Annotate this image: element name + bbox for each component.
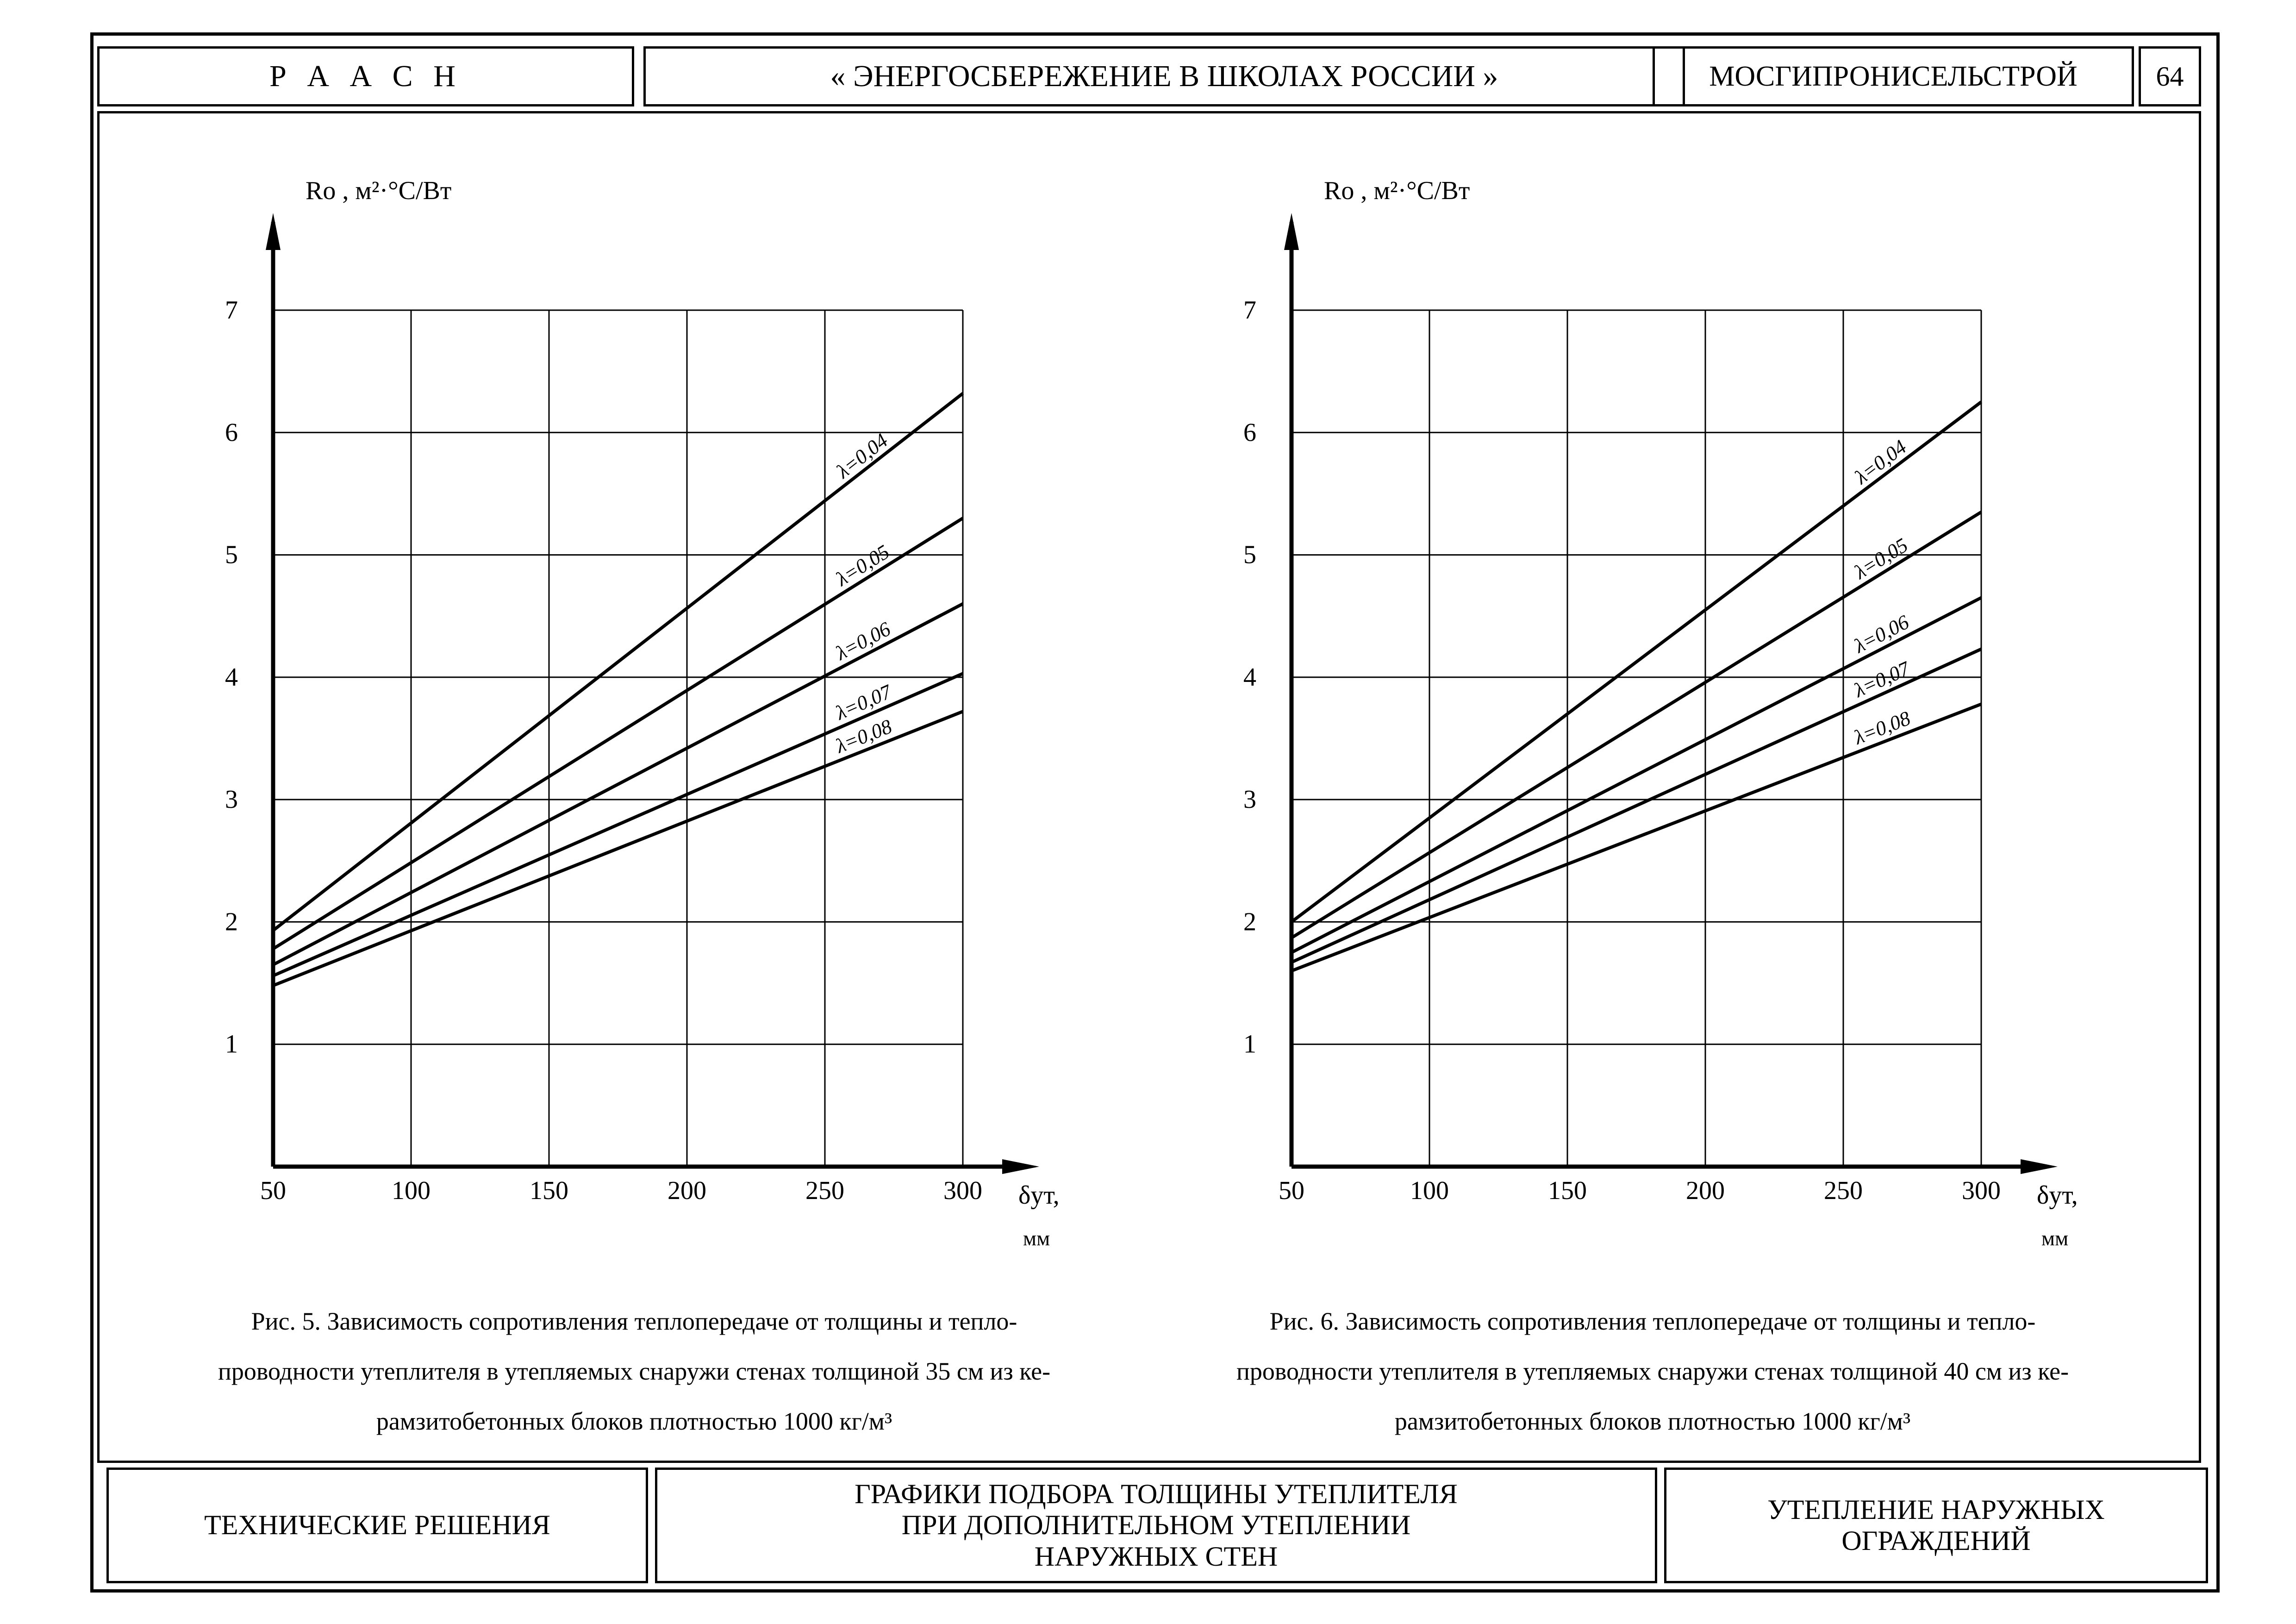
y-axis-label: Ro , м²·°С/Вт xyxy=(1324,176,1470,205)
y-axis-arrow xyxy=(1284,213,1299,250)
y-tick-label: 2 xyxy=(225,907,238,936)
x-axis-unit: мм xyxy=(1023,1226,1050,1250)
y-tick-label: 3 xyxy=(225,785,238,814)
x-axis-arrow xyxy=(1002,1159,1039,1174)
y-tick-label: 3 xyxy=(1243,785,1256,814)
x-axis-unit: мм xyxy=(2041,1226,2068,1250)
caption-fig6-line1: Рис. 6. Зависимость сопротивления теплоп… xyxy=(1269,1307,2036,1335)
content-frame xyxy=(97,111,2201,1463)
header-org-cell: Р А А С Н xyxy=(97,46,634,106)
x-tick-label: 150 xyxy=(530,1176,568,1205)
footer-topic-line2: ОГРАЖДЕНИЙ xyxy=(1841,1525,2031,1556)
header-org: Р А А С Н xyxy=(269,59,462,93)
y-tick-label: 2 xyxy=(1243,907,1256,936)
y-tick-label: 4 xyxy=(1243,663,1256,692)
x-axis-arrow xyxy=(2021,1159,2058,1174)
x-tick-label: 200 xyxy=(668,1176,706,1205)
footer-subject-line3: НАРУЖНЫХ СТЕН xyxy=(1034,1541,1278,1572)
chart-fig6: 50 100 150 200 250 300 1 2 3 4 5 6 7 Ro , м²·°С/Вт δут… xyxy=(1243,176,2078,1250)
series-line xyxy=(272,392,964,932)
footer-subject-line1: ГРАФИКИ ПОДБОРА ТОЛЩИНЫ УТЕПЛИТЕЛЯ xyxy=(855,1479,1458,1510)
caption-fig6-line2: проводности утеплителя в утепляемых снар… xyxy=(1236,1357,2069,1385)
series-line xyxy=(1291,647,1982,964)
page-number-cell: 64 xyxy=(2139,46,2201,106)
header-institute-cell: МОСГИПРОНИСЕЛЬСТРОЙ xyxy=(1653,46,2134,106)
y-tick-label: 5 xyxy=(225,541,238,569)
caption-fig5-line3: рамзитобетонных блоков плотностью 1000 к… xyxy=(376,1407,892,1435)
chart-fig5: 50 100 150 200 250 300 1 2 3 4 5 6 7 Ro , м²·°С/Вт δут… xyxy=(225,176,1060,1250)
page-frame xyxy=(90,32,2220,1593)
series-line xyxy=(1290,400,1983,924)
series-line xyxy=(272,602,964,967)
x-tick-label: 250 xyxy=(805,1176,844,1205)
x-tick-label: 200 xyxy=(1686,1176,1725,1205)
page-number: 64 xyxy=(2156,61,2184,92)
series-line xyxy=(1291,596,1982,954)
header-title: « ЭНЕРГОСБЕРЕЖЕНИЕ В ШКОЛАХ РОССИИ » xyxy=(830,59,1498,93)
caption-fig6-line3: рамзитобетонных блоков плотностью 1000 к… xyxy=(1394,1407,1911,1435)
y-axis-arrow xyxy=(266,213,281,250)
footer-section: ТЕХНИЧЕСКИЕ РЕШЕНИЯ xyxy=(204,1510,550,1541)
x-tick-label: 50 xyxy=(1279,1176,1304,1205)
footer-section-cell: ТЕХНИЧЕСКИЕ РЕШЕНИЯ xyxy=(106,1468,648,1583)
header-institute: МОСГИПРОНИСЕЛЬСТРОЙ xyxy=(1709,60,2078,92)
x-axis-label: δут, xyxy=(2037,1181,2078,1210)
series-line xyxy=(1291,511,1982,939)
x-tick-label: 100 xyxy=(1410,1176,1449,1205)
y-tick-label: 1 xyxy=(225,1030,238,1059)
x-tick-label: 100 xyxy=(392,1176,430,1205)
series-line xyxy=(272,710,964,987)
caption-fig6: Рис. 6. Зависимость сопротивления теплоп… xyxy=(1185,1296,2120,1446)
x-tick-label: 300 xyxy=(1962,1176,2001,1205)
y-tick-label: 7 xyxy=(1243,296,1256,325)
y-tick-label: 7 xyxy=(225,296,238,325)
x-tick-label: 300 xyxy=(943,1176,982,1205)
caption-fig5: Рис. 5. Зависимость сопротивления теплоп… xyxy=(167,1296,1102,1446)
header-title-cell: « ЭНЕРГОСБЕРЕЖЕНИЕ В ШКОЛАХ РОССИИ » xyxy=(643,46,1685,106)
series-line xyxy=(272,517,964,950)
y-axis-label: Ro , м²·°С/Вт xyxy=(306,176,451,205)
x-tick-label: 50 xyxy=(260,1176,286,1205)
footer-subject-line2: ПРИ ДОПОЛНИТЕЛЬНОМ УТЕПЛЕНИИ xyxy=(901,1510,1411,1541)
x-tick-label: 150 xyxy=(1548,1176,1587,1205)
caption-fig5-line1: Рис. 5. Зависимость сопротивления теплоп… xyxy=(251,1307,1017,1335)
series-line xyxy=(272,672,964,977)
x-axis-label: δут, xyxy=(1018,1181,1060,1210)
y-tick-label: 4 xyxy=(225,663,238,692)
y-tick-label: 5 xyxy=(1243,541,1256,569)
caption-fig5-line2: проводности утеплителя в утепляемых снар… xyxy=(218,1357,1051,1385)
y-tick-label: 1 xyxy=(1243,1030,1256,1059)
footer-subject-cell: ГРАФИКИ ПОДБОРА ТОЛЩИНЫ УТЕПЛИТЕЛЯ ПРИ Д… xyxy=(655,1468,1657,1583)
y-tick-label: 6 xyxy=(225,418,238,447)
y-tick-label: 6 xyxy=(1243,418,1256,447)
x-tick-label: 250 xyxy=(1824,1176,1863,1205)
series-line xyxy=(1291,702,1982,973)
footer-topic-cell: УТЕПЛЕНИЕ НАРУЖНЫХ ОГРАЖДЕНИЙ xyxy=(1664,1468,2208,1583)
footer-topic-line1: УТЕПЛЕНИЕ НАРУЖНЫХ xyxy=(1767,1494,2105,1525)
